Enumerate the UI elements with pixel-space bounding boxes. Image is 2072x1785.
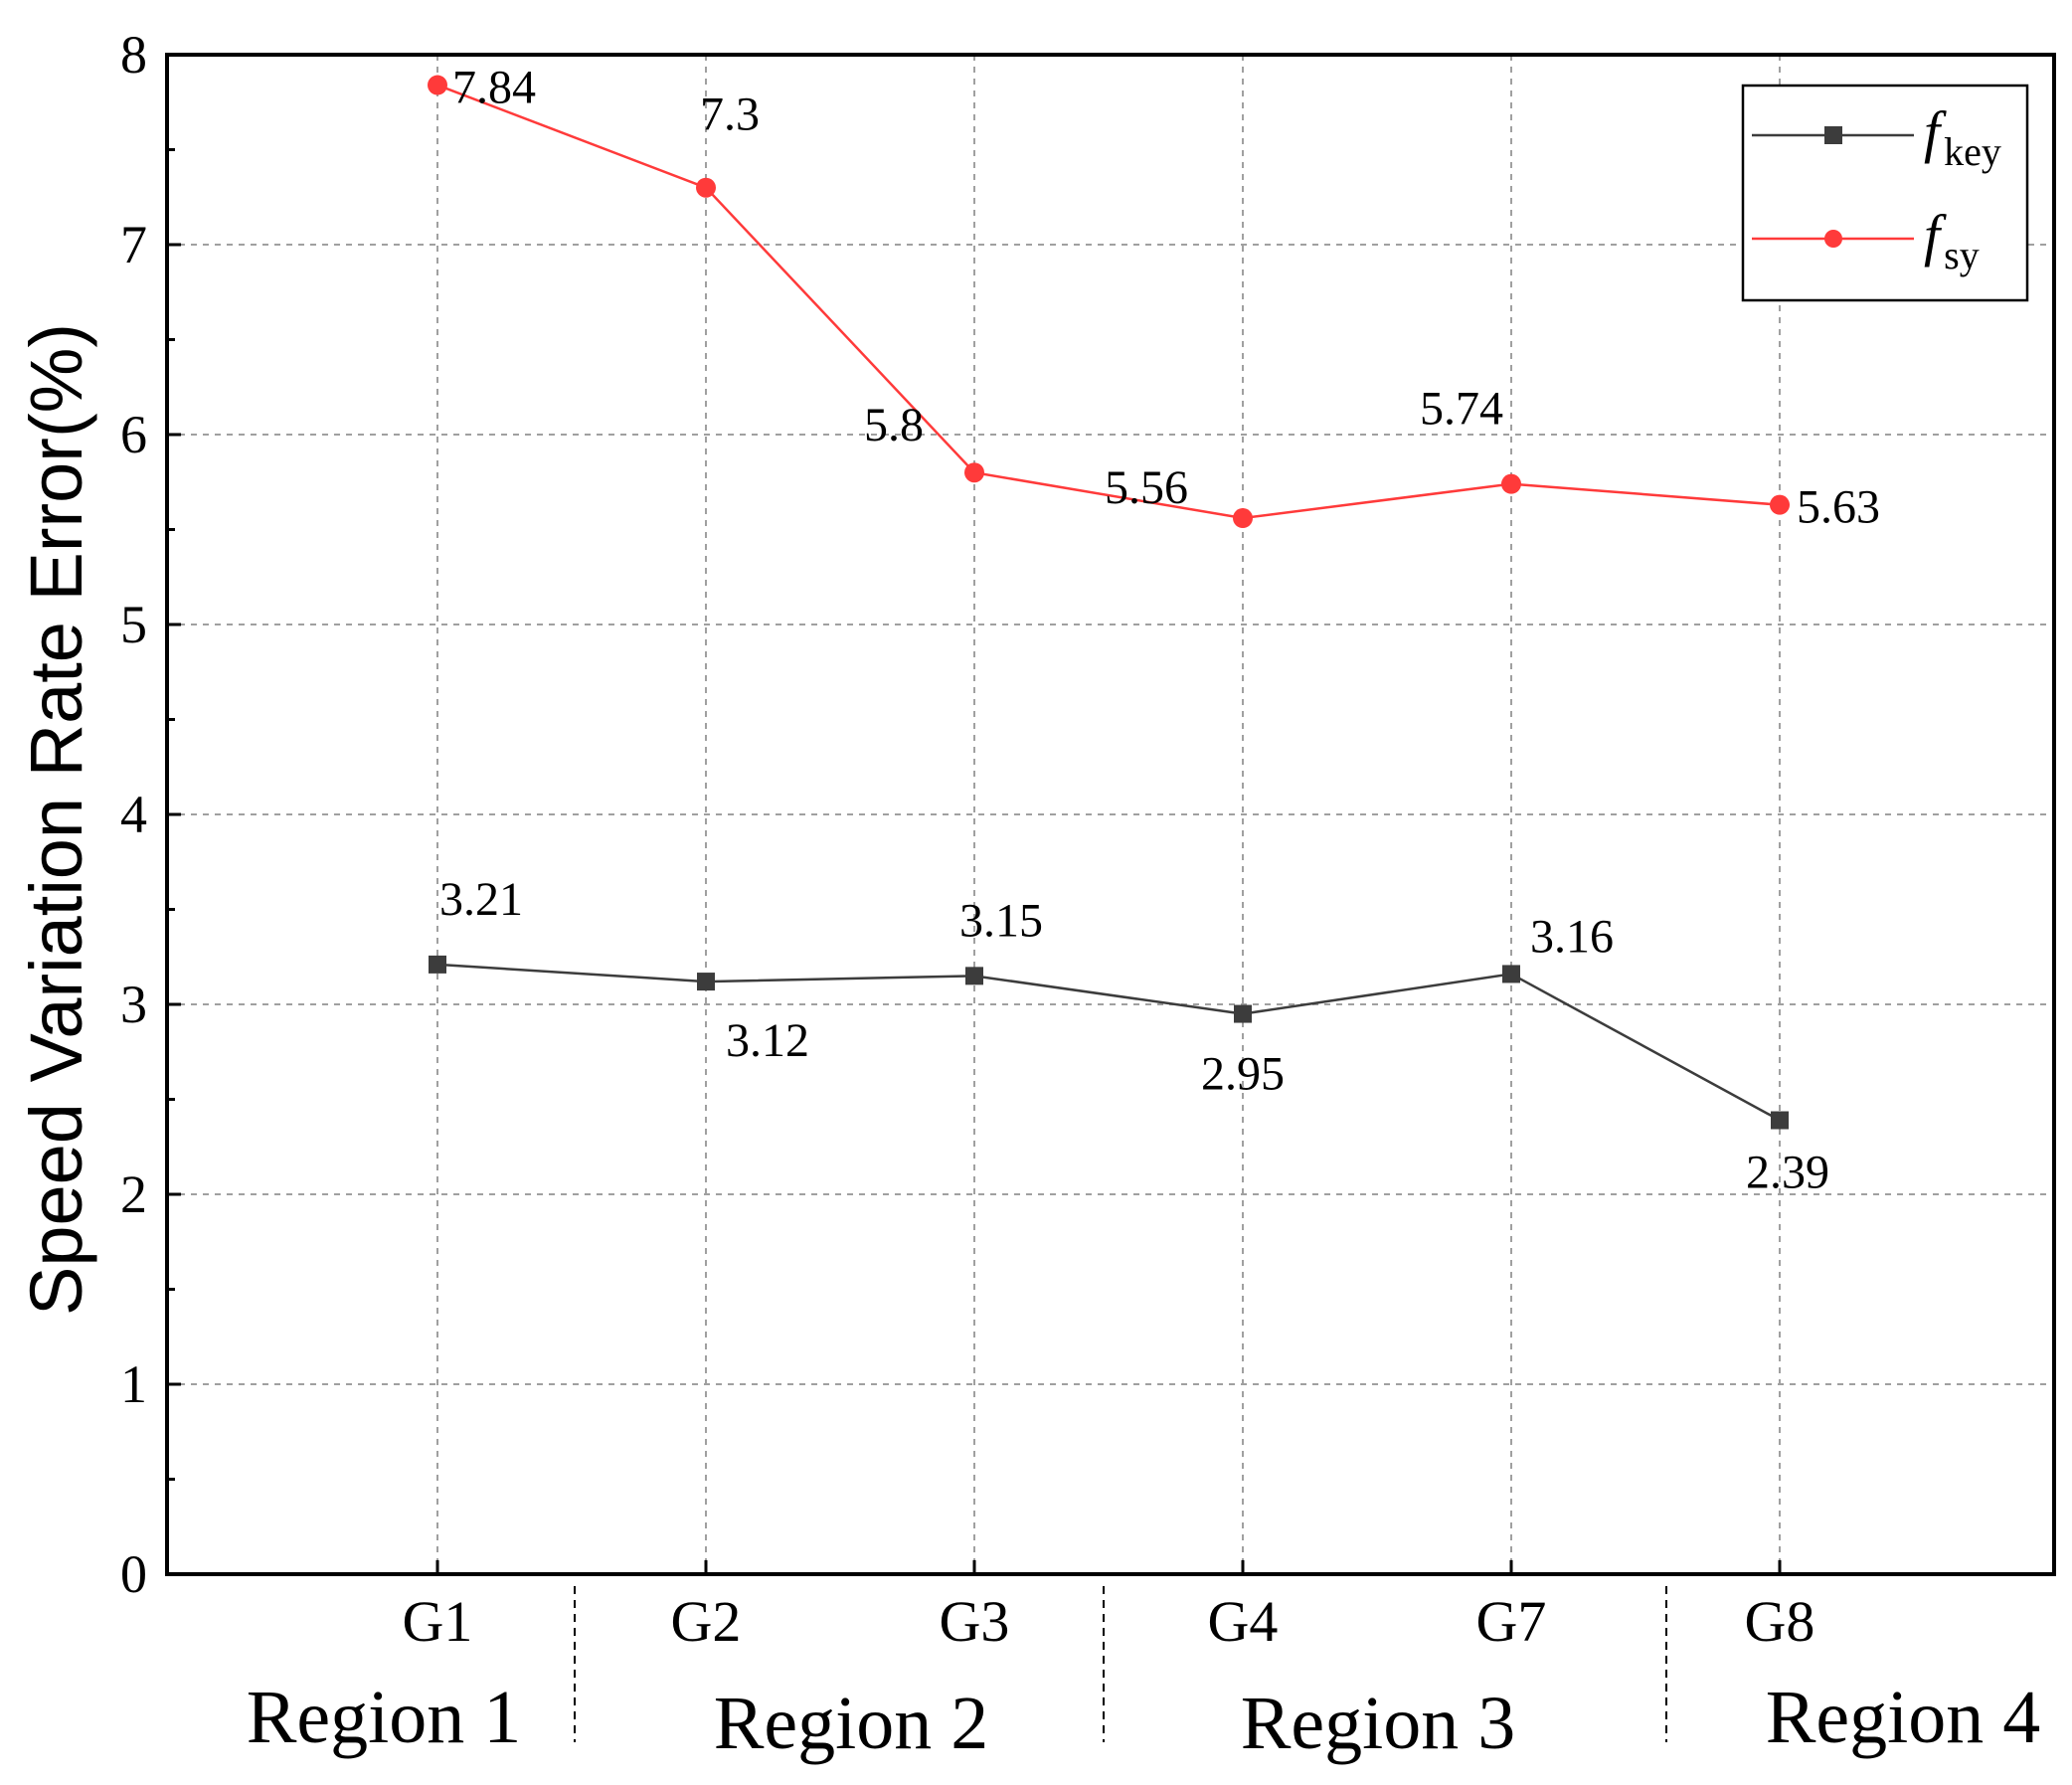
series-line-f_sy: [436, 84, 1781, 520]
y-tick-label: 6: [120, 405, 147, 464]
x-tick-label: G1: [403, 1589, 473, 1654]
data-label-f_key: 3.16: [1530, 910, 1614, 963]
legend-label-subscript: sy: [1944, 233, 1980, 277]
x-tick-label: G7: [1476, 1589, 1547, 1654]
data-point-f_key: [429, 955, 446, 974]
region-label: Region 3: [1241, 1682, 1516, 1765]
x-tick-label: G4: [1208, 1589, 1279, 1654]
data-label-f_key: 3.12: [726, 1014, 809, 1067]
y-tick-label: 1: [120, 1354, 147, 1414]
data-label-f_sy: 7.84: [452, 62, 536, 114]
x-tick-label: G8: [1745, 1589, 1815, 1654]
series-line-f_key: [436, 963, 1781, 1122]
data-point-f_sy: [1233, 508, 1253, 529]
data-point-f_sy: [428, 75, 447, 95]
y-tick-label: 7: [120, 215, 147, 274]
legend-label-subscript: key: [1944, 129, 2001, 174]
data-label-f_key: 3.21: [439, 873, 523, 926]
data-point-f_sy: [964, 462, 984, 483]
legend-box: [1741, 84, 2029, 302]
data-label-f_sy: 5.63: [1797, 481, 1880, 534]
y-tick-label: 3: [120, 975, 147, 1034]
data-label-f_sy: 5.8: [864, 399, 924, 451]
data-point-f_key: [1234, 1004, 1252, 1023]
data-labels: 3.21 3.12 3.15 2.95 3.16 2.39 7.84 7.3 5.8 5.56 5.…: [439, 62, 1880, 1199]
region-label: Region 4: [1766, 1676, 2041, 1759]
data-point-f_key: [1771, 1111, 1789, 1130]
legend-marker-f_key: [1824, 126, 1842, 144]
x-tick-label: G2: [671, 1589, 742, 1654]
data-point-f_key: [697, 973, 715, 991]
data-label-f_key: 2.95: [1201, 1048, 1285, 1101]
y-tick-label: 2: [120, 1164, 147, 1224]
data-label-f_sy: 5.74: [1420, 383, 1503, 436]
region-label: Region 1: [247, 1676, 522, 1759]
data-series: [428, 75, 1790, 1130]
region-label: Region 2: [714, 1682, 989, 1765]
y-tick-label: 5: [120, 595, 147, 654]
data-point-f_sy: [1770, 494, 1790, 515]
region-dividers: Region 1 Region 2 Region 3 Region 4: [247, 1586, 2041, 1765]
grid-lines: [167, 55, 2054, 1574]
legend-marker-f_sy: [1824, 230, 1842, 248]
data-point-f_key: [965, 967, 983, 985]
y-tick-label: 8: [120, 25, 147, 85]
x-tick-label: G3: [940, 1589, 1010, 1654]
data-label-f_sy: 7.3: [700, 89, 760, 141]
data-point-f_sy: [1501, 473, 1521, 494]
data-label-f_sy: 5.56: [1105, 461, 1188, 514]
data-label-f_key: 2.39: [1746, 1147, 1829, 1199]
data-label-f_key: 3.15: [959, 894, 1043, 947]
y-tick-label: 0: [120, 1544, 147, 1604]
data-point-f_sy: [696, 177, 716, 198]
axes: 0 1 2 3 4 5 6 7 8 G1 G2 G3 G4 G7 G8: [120, 25, 1814, 1654]
data-point-f_key: [1502, 965, 1520, 983]
y-axis-title: Speed Variation Rate Error(%): [15, 323, 97, 1316]
y-tick-label: 4: [120, 785, 147, 844]
